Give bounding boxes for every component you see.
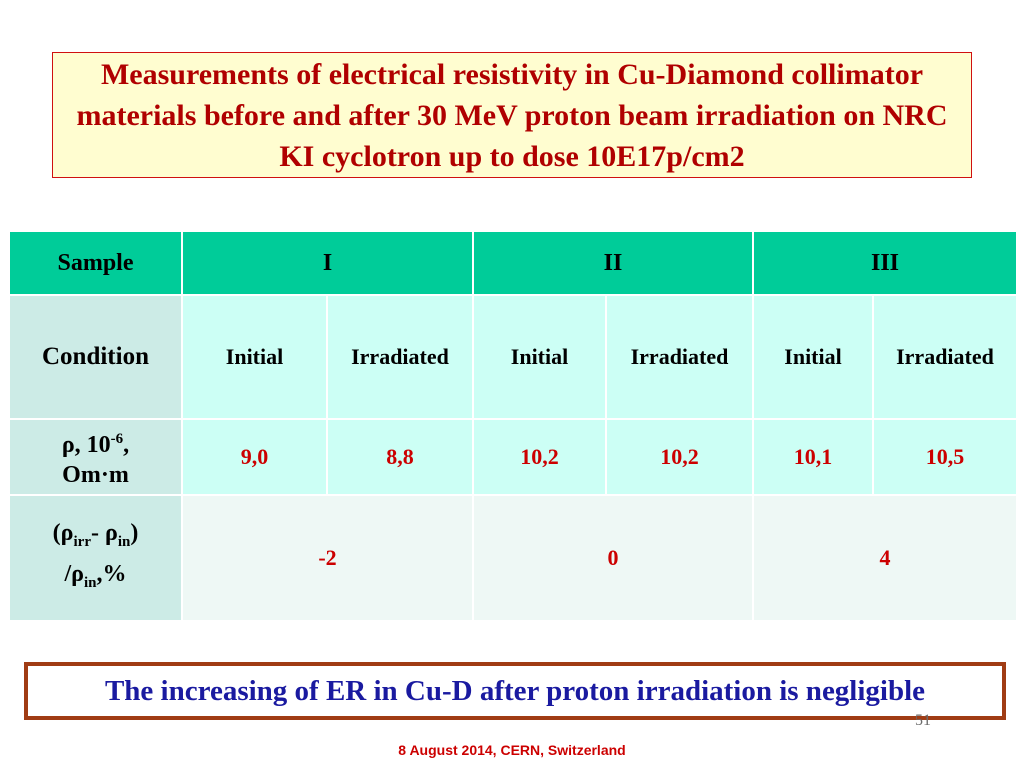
title-box: Measurements of electrical resistivity i… [52,52,972,178]
condition-label: Condition [8,294,183,420]
relative-change-value: -2 [181,494,474,622]
condition-cell: Initial [181,294,328,420]
relative-change-value: 0 [472,494,754,622]
resistivity-value: 10,5 [872,418,1018,496]
relative-change-value: 4 [752,494,1018,622]
slide-number: 51 [915,712,931,729]
condition-row: Condition Initial Irradiated Initial Irr… [8,294,1018,420]
condition-cell: Irradiated [872,294,1018,420]
sample-i-header: I [181,230,474,296]
footer-text: 8 August 2014, CERN, Switzerland [398,742,626,758]
resistivity-value: 8,8 [326,418,474,496]
resistivity-row: ρ, 10-6, Om·m 9,0 8,8 10,2 10,2 10,1 10,5 [8,418,1018,496]
sample-header: Sample [8,230,183,296]
conclusion-box: The increasing of ER in Cu-D after proto… [24,662,1006,720]
table-header-row: Sample I II III [8,230,1018,296]
resistivity-table: Sample I II III Condition Initial Irradi… [8,230,1018,622]
condition-cell: Irradiated [605,294,754,420]
condition-cell: Initial [472,294,607,420]
slide-title: Measurements of electrical resistivity i… [76,57,948,173]
relative-change-label: (ρirr- ρin)/ρin,% [8,494,183,622]
condition-cell: Irradiated [326,294,474,420]
resistivity-label: ρ, 10-6, Om·m [8,418,183,496]
conclusion-text: The increasing of ER in Cu-D after proto… [104,674,926,707]
relative-change-row: (ρirr- ρin)/ρin,% -2 0 4 [8,494,1018,622]
condition-cell: Initial [752,294,874,420]
resistivity-value: 10,1 [752,418,874,496]
resistivity-value: 10,2 [472,418,607,496]
resistivity-value: 9,0 [181,418,328,496]
sample-iii-header: III [752,230,1018,296]
resistivity-value: 10,2 [605,418,754,496]
sample-ii-header: II [472,230,754,296]
